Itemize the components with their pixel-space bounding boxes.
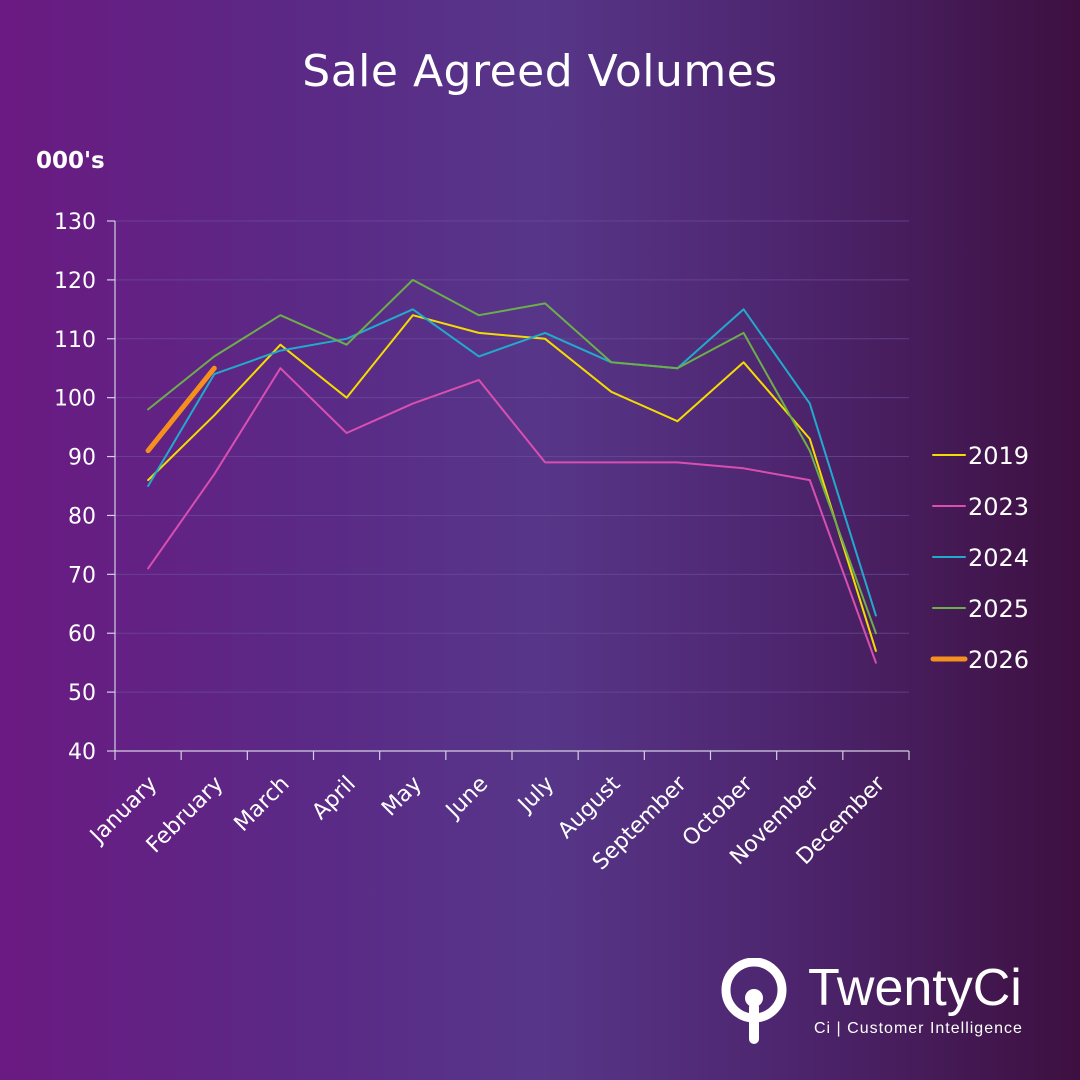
y-tick-label: 60	[68, 622, 96, 647]
y-tick-label: 90	[68, 446, 96, 471]
y-tick-label: 110	[54, 328, 96, 353]
series-line-2026	[145, 365, 217, 454]
x-tick-label: May	[377, 772, 427, 822]
legend-label-2026: 2026	[968, 646, 1029, 674]
series-line-2025	[147, 278, 877, 635]
y-tick-label: 70	[68, 563, 96, 588]
series-lines	[145, 278, 877, 664]
y-tick-label: 80	[68, 504, 96, 529]
logo-mark-icon	[721, 958, 787, 1044]
brand-name: TwentyCi	[808, 959, 1022, 1017]
series-line-2024	[147, 308, 877, 617]
twentyci-logo: TwentyCi Ci | Customer Intelligence	[716, 958, 1066, 1048]
x-tick-label: June	[440, 772, 493, 825]
y-tick-label: 50	[68, 681, 96, 706]
x-tick-label: July	[512, 772, 559, 819]
x-tick-label: April	[308, 772, 361, 825]
y-tick-label: 100	[54, 387, 96, 412]
gridlines	[115, 220, 909, 693]
y-axis-unit-label: 000's	[36, 148, 105, 174]
chart-title: Sale Agreed Volumes	[302, 46, 778, 97]
y-tick-label: 130	[54, 210, 96, 235]
legend-label-2024: 2024	[968, 544, 1029, 572]
legend-label-2023: 2023	[968, 493, 1029, 521]
legend: 2019 2023 2024 2025 2026	[930, 442, 1029, 674]
legend-label-2019: 2019	[968, 442, 1029, 470]
series-line-2019	[147, 314, 877, 652]
y-tick-label: 120	[54, 269, 96, 294]
x-tick-label: March	[230, 772, 295, 837]
series-line-2023	[147, 367, 877, 664]
legend-label-2025: 2025	[968, 595, 1029, 623]
y-tick-label: 40	[68, 740, 96, 765]
brand-tagline: Ci | Customer Intelligence	[814, 1020, 1023, 1037]
